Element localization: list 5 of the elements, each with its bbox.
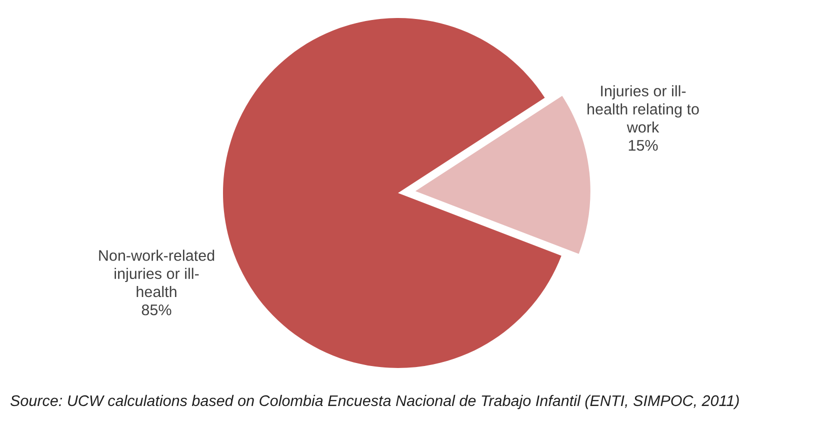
slice-label: Non-work-related injuries or ill- health bbox=[99, 250, 214, 298]
data-label: 85% bbox=[142, 304, 172, 316]
source-note: Source: UCW calculations based on Colombia Encuesta Nacional de Trabajo Infantil (ENTI, SIMPOC, 2011) bbox=[10, 394, 739, 410]
slice-label: Injuries or ill- health relating to work bbox=[588, 85, 699, 133]
data-label: 15% bbox=[628, 140, 658, 151]
